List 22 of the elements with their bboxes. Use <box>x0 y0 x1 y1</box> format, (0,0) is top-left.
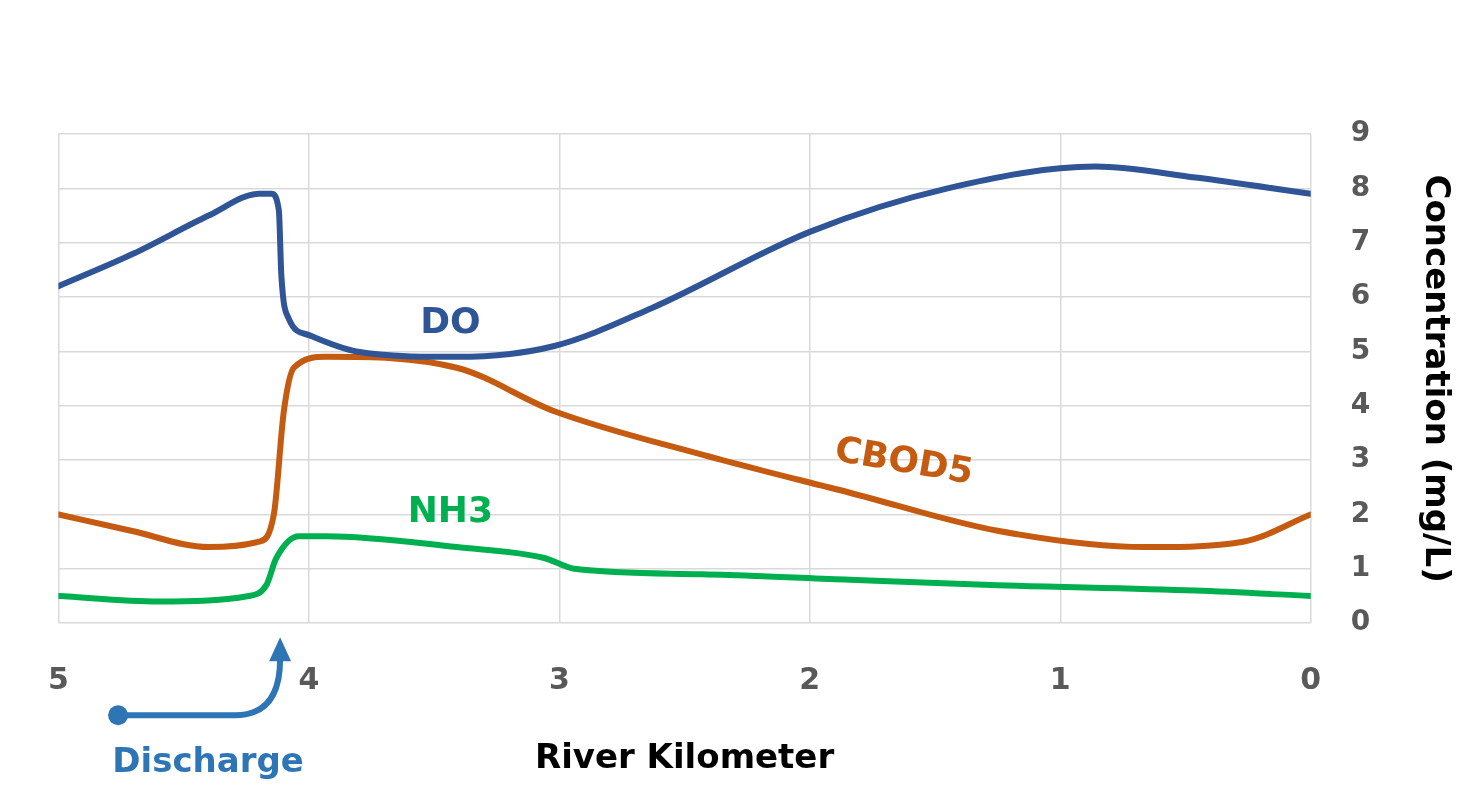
y-tick-label: 9 <box>1350 115 1371 149</box>
x-tick-label: 3 <box>548 661 570 696</box>
x-tick-label: 1 <box>1049 661 1071 696</box>
x-tick-label: 2 <box>799 661 821 696</box>
y-tick-label: 3 <box>1350 441 1371 475</box>
series-label: DO <box>420 299 481 341</box>
y-tick-label: 4 <box>1350 387 1371 421</box>
x-tick-label: 5 <box>48 661 69 696</box>
text: Discharge <box>112 740 304 780</box>
text: CBOD5 <box>832 427 977 492</box>
x-axis-title: River Kilometer <box>534 736 835 777</box>
y-tick-label: 5 <box>1350 332 1371 366</box>
x-tick-label: 4 <box>298 661 320 696</box>
y-tick-label: 6 <box>1350 278 1371 312</box>
y-tick-label: 0 <box>1350 604 1371 638</box>
series-label: NH3 <box>407 489 494 530</box>
y-tick-label: 2 <box>1350 495 1371 529</box>
y-tick-label: 8 <box>1350 169 1371 203</box>
y-tick-label: 7 <box>1350 223 1371 257</box>
x-tick-label: 0 <box>1300 661 1322 696</box>
y-axis-title: Concentration (mg/L) <box>1417 174 1458 583</box>
y-tick-label: 1 <box>1350 550 1371 584</box>
